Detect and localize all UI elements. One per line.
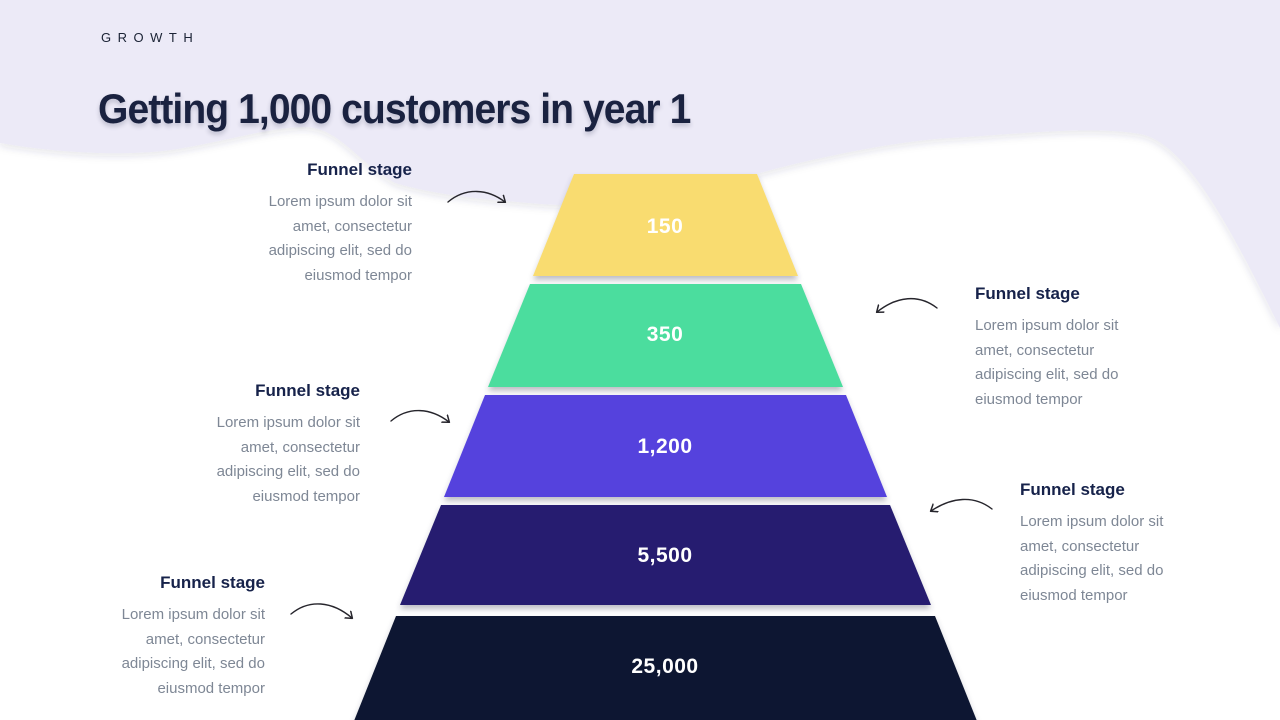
annotation-body-line: Lorem ipsum dolor sit [975, 317, 1119, 334]
funnel-level-1 [533, 174, 798, 276]
annotation-heading: Funnel stage [975, 284, 1080, 303]
curved-arrow-4-icon [931, 498, 993, 511]
wave-shape [0, 0, 1280, 328]
annotation-body-line: eiusmod tempor [304, 266, 412, 284]
annotation-body-line: Lorem ipsum dolor sit [1020, 513, 1164, 530]
annotation-block-5: Funnel stage Lorem ipsum dolor sit amet,… [70, 572, 265, 701]
annotation-block-3: Funnel stage Lorem ipsum dolor sit amet,… [165, 380, 360, 509]
annotation-heading: Funnel stage [1020, 480, 1125, 499]
annotation-body-line: adipiscing elit, sed do [216, 463, 360, 480]
curved-arrow-2-icon [877, 297, 938, 312]
funnel-level-2 [488, 284, 843, 387]
funnel-level-4-value: 5,500 [637, 544, 692, 567]
curved-arrow-1-icon [447, 190, 505, 202]
annotation-body-line: Lorem ipsum dolor sit [121, 606, 265, 623]
annotation-body-line: adipiscing elit, sed do [121, 655, 265, 672]
page-title: Getting 1,000 customers in year 1 [98, 85, 691, 133]
annotation-body-line: adipiscing elit, sed do [975, 366, 1119, 383]
annotation-body-line: Lorem ipsum dolor sit [216, 414, 360, 431]
funnel-level-5 [354, 616, 977, 720]
eyebrow-label: GROWTH [101, 30, 200, 45]
funnel-level-2-value: 350 [647, 323, 684, 346]
annotation-block-4: Funnel stage Lorem ipsum dolor sit amet,… [1020, 479, 1215, 608]
annotation-body-line: adipiscing elit, sed do [268, 242, 412, 259]
annotation-body-line: Lorem ipsum dolor sit [268, 193, 412, 210]
funnel-level-1-value: 150 [647, 215, 684, 238]
funnel-level-5-value: 25,000 [631, 655, 698, 678]
annotation-block-2: Funnel stage Lorem ipsum dolor sit amet,… [975, 283, 1170, 412]
funnel-level-4 [400, 505, 931, 605]
annotation-body-line: eiusmod tempor [157, 679, 265, 697]
annotation-heading: Funnel stage [160, 573, 265, 592]
annotation-body-line: eiusmod tempor [975, 390, 1083, 408]
annotation-body-line: amet, consectetur [145, 630, 265, 648]
curved-arrow-3-icon [390, 409, 449, 422]
funnel-level-3 [444, 395, 887, 497]
annotation-block-1: Funnel stage Lorem ipsum dolor sit amet,… [217, 159, 412, 288]
funnel-level-3-value: 1,200 [637, 435, 692, 458]
curved-arrow-5-icon [290, 603, 352, 618]
annotation-heading: Funnel stage [255, 381, 360, 400]
annotation-body-line: adipiscing elit, sed do [1020, 562, 1164, 579]
annotation-body-line: amet, consectetur [975, 341, 1095, 359]
annotation-heading: Funnel stage [307, 160, 412, 179]
annotation-body-line: eiusmod tempor [1020, 586, 1128, 604]
annotation-body-line: amet, consectetur [292, 217, 412, 235]
annotation-body-line: amet, consectetur [240, 438, 360, 456]
annotation-body-line: amet, consectetur [1020, 537, 1140, 555]
annotation-body-line: eiusmod tempor [252, 487, 360, 505]
